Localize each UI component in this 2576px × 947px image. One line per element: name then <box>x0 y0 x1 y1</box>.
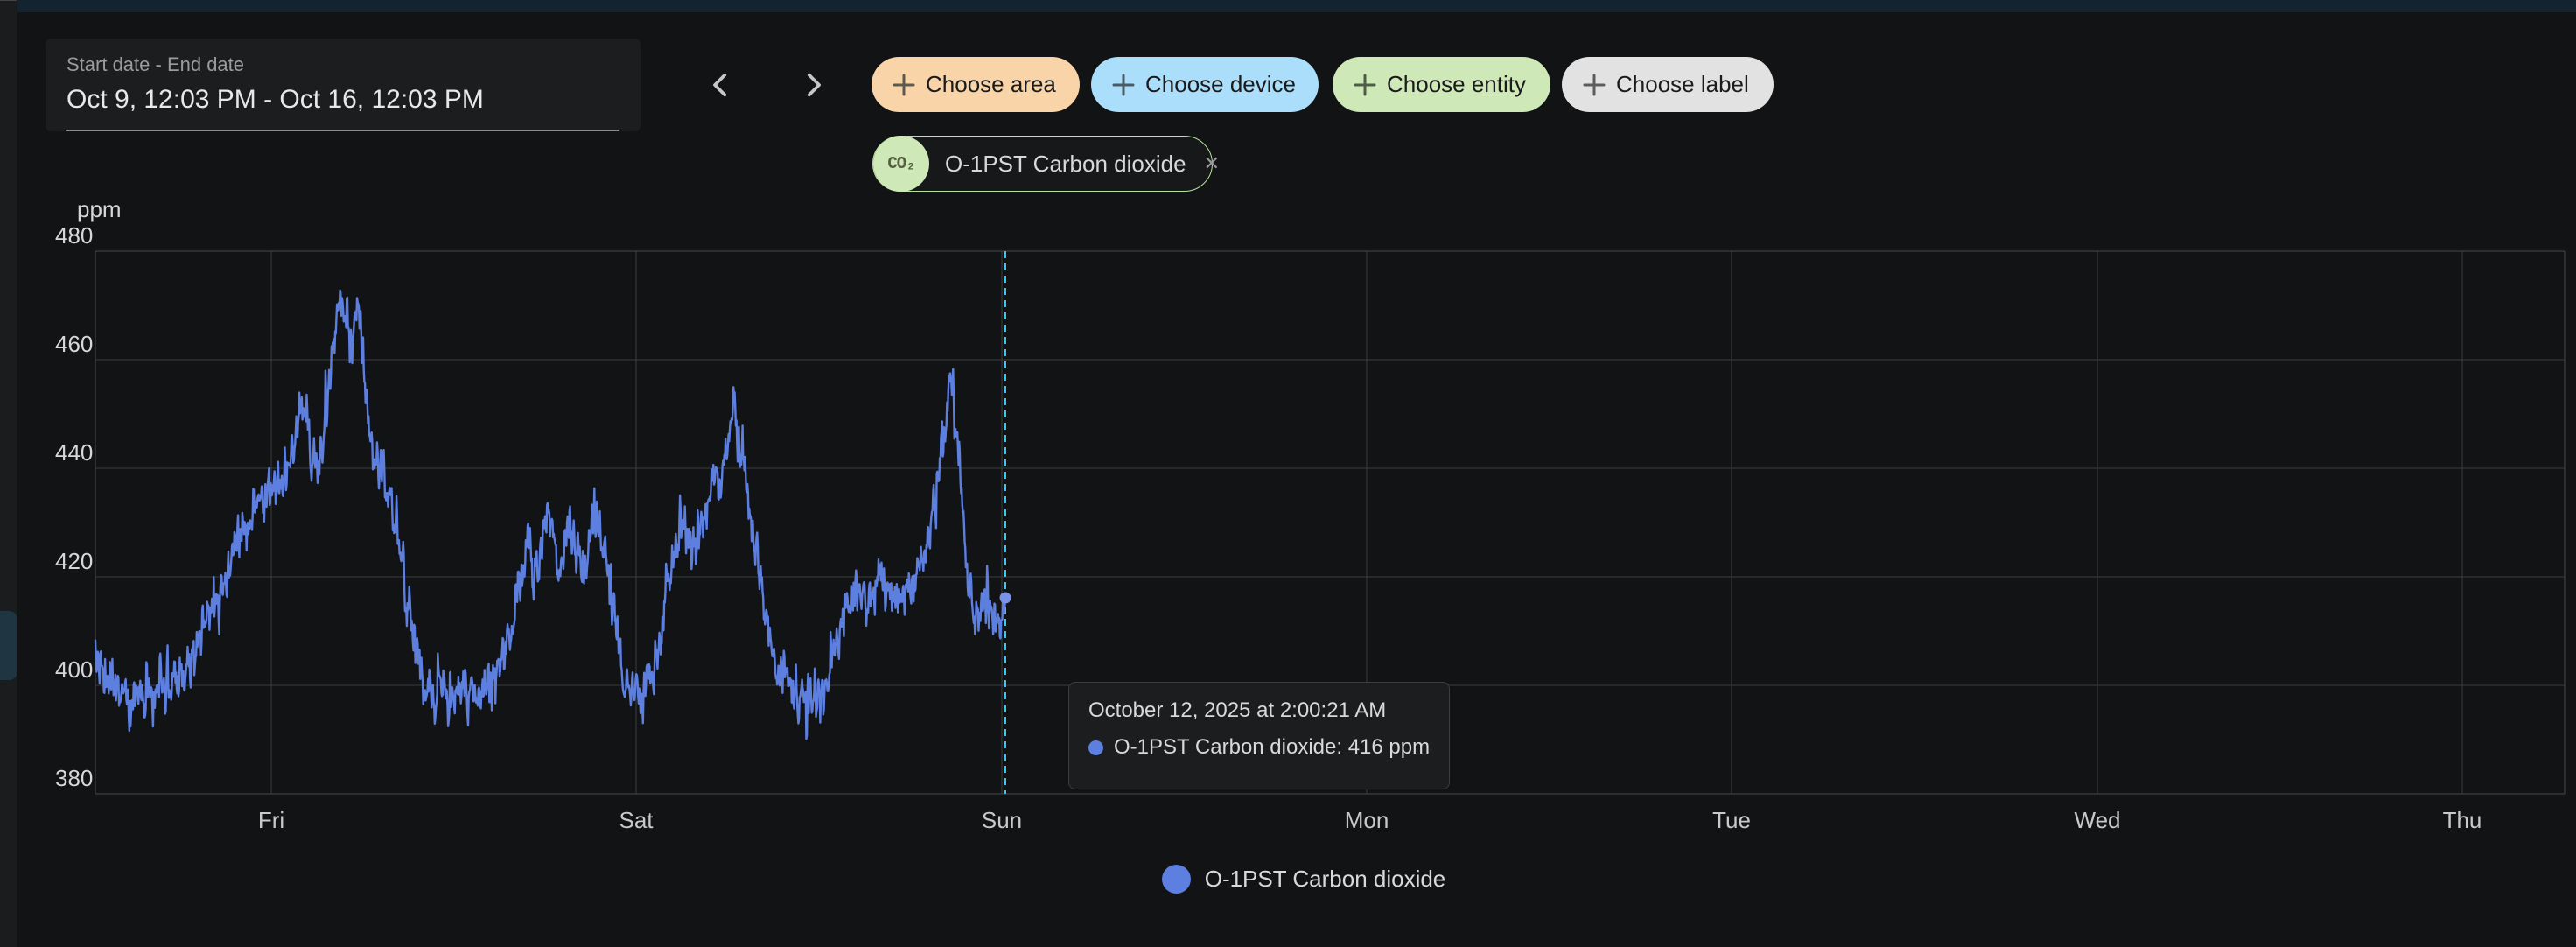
svg-text:Mon: Mon <box>1345 807 1390 833</box>
svg-text:Thu: Thu <box>2443 807 2482 833</box>
svg-text:400: 400 <box>55 656 93 683</box>
svg-text:460: 460 <box>55 331 93 357</box>
svg-text:380: 380 <box>55 765 93 791</box>
svg-text:440: 440 <box>55 439 93 466</box>
svg-text:Sun: Sun <box>982 807 1022 833</box>
svg-text:Wed: Wed <box>2075 807 2121 833</box>
svg-text:Fri: Fri <box>258 807 284 833</box>
svg-text:Sat: Sat <box>619 807 654 833</box>
svg-text:420: 420 <box>55 548 93 574</box>
svg-text:Tue: Tue <box>1712 807 1751 833</box>
svg-text:ppm: ppm <box>77 196 122 222</box>
svg-text:480: 480 <box>55 222 93 249</box>
